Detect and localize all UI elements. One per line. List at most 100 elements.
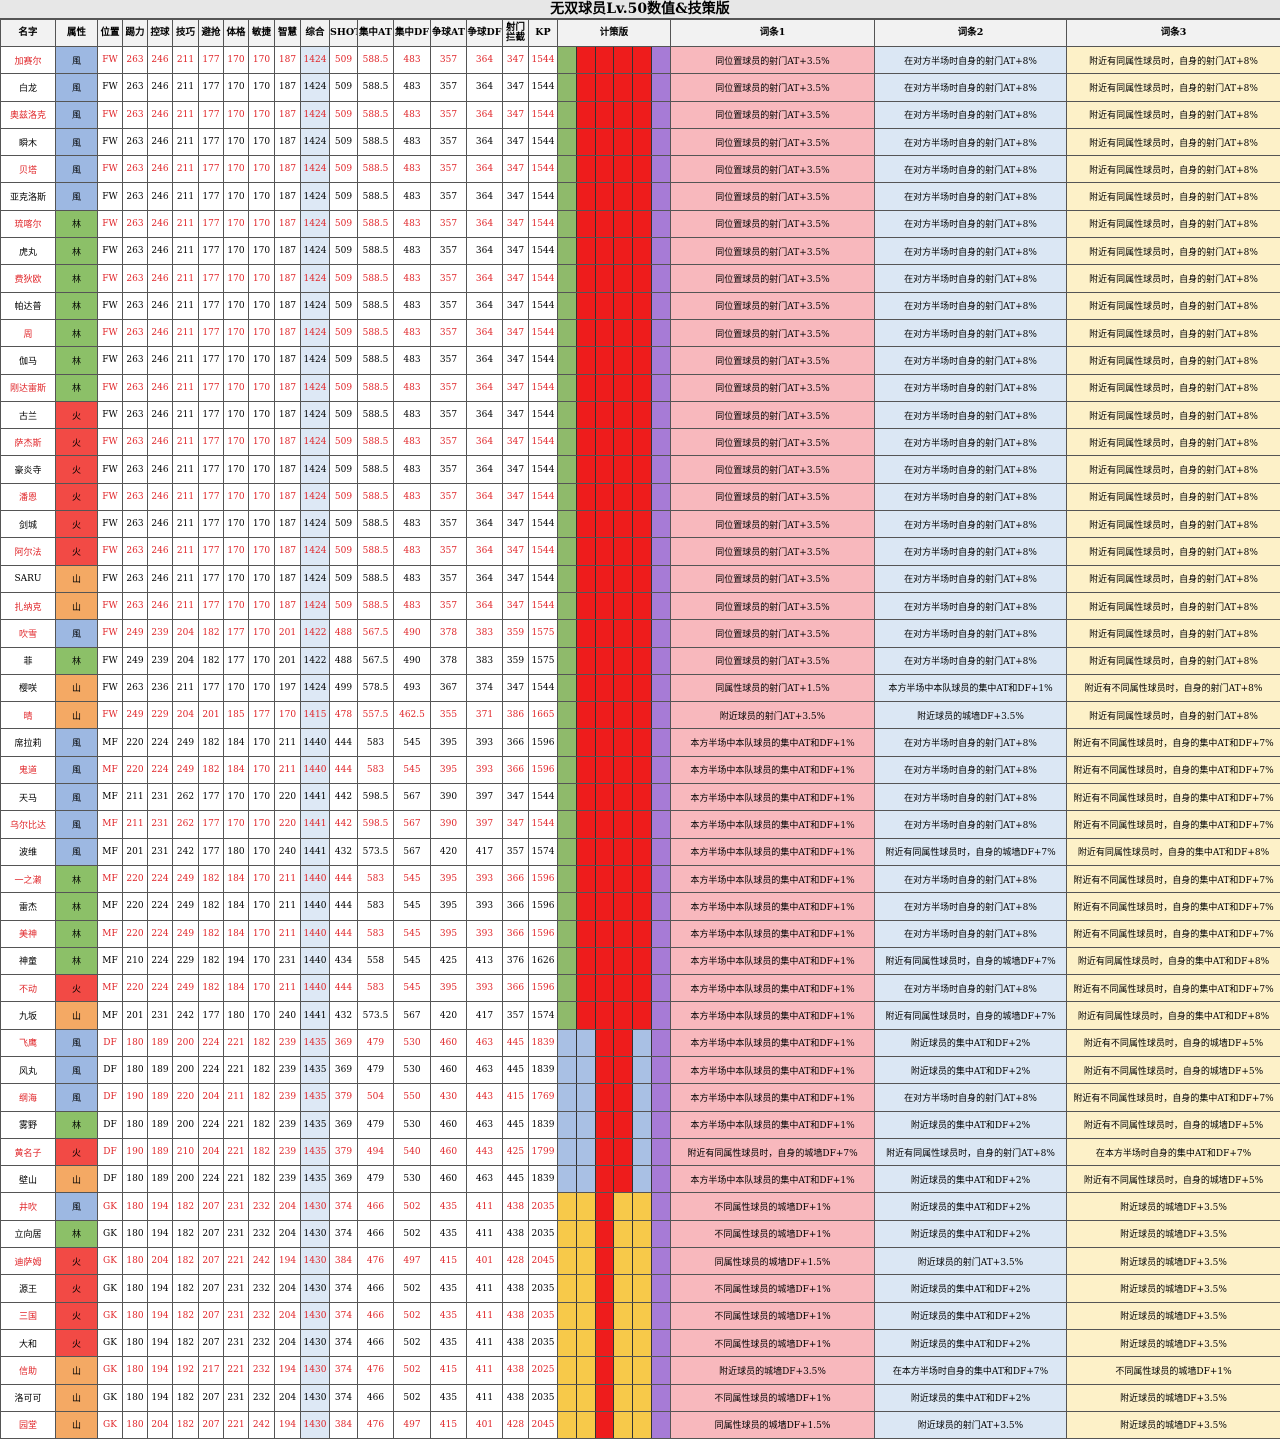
board-cell bbox=[576, 1248, 596, 1274]
skill-text: 附近有同属性球员时，自身的射门AT+8% bbox=[1066, 373, 1280, 402]
stat-value: 177 bbox=[223, 646, 249, 675]
stat-value: 364 bbox=[466, 482, 503, 512]
board-cell bbox=[576, 1330, 596, 1356]
stat-value: 177 bbox=[198, 127, 224, 157]
stat-value: 476 bbox=[357, 1410, 394, 1440]
skill-text: 附近有不同属性球员时，自身的集中AT和DF+7% bbox=[1066, 783, 1280, 812]
skill-text: 本方半场中本队球员的集中AT和DF+1% bbox=[874, 673, 1067, 703]
board-cell bbox=[595, 648, 615, 674]
stat-value: 170 bbox=[248, 864, 275, 894]
skill-text: 在对方半场时自身的射门AT+8% bbox=[874, 728, 1067, 757]
stat-value: 588.5 bbox=[357, 510, 394, 539]
stat-value: 180 bbox=[223, 837, 249, 866]
tactic-board bbox=[557, 619, 671, 648]
board-cell bbox=[652, 1112, 670, 1138]
stat-value: 263 bbox=[122, 100, 148, 129]
skill-text: 同位置球员的射门AT+3.5% bbox=[670, 100, 875, 129]
player-row: 鬼道風 MF 220 224 249 182 184 170 211 1440 444 583 545 3… bbox=[0, 755, 1280, 785]
stat-value: 483 bbox=[393, 291, 431, 320]
board-cell bbox=[652, 1330, 670, 1356]
stat-value: 490 bbox=[393, 646, 431, 675]
position: DF bbox=[97, 1083, 123, 1112]
stat-value: 567 bbox=[393, 810, 431, 839]
stat-value: 1424 bbox=[300, 591, 330, 621]
skill-text: 不同属性球员的城墙DF+1% bbox=[670, 1192, 875, 1221]
stat-value: 231 bbox=[223, 1328, 249, 1358]
board-cell bbox=[595, 238, 615, 264]
tactic-board bbox=[557, 1301, 671, 1330]
stat-value: 180 bbox=[122, 1410, 148, 1440]
stat-value: 239 bbox=[147, 619, 173, 648]
tactic-board bbox=[557, 455, 671, 484]
stat-value: 438 bbox=[502, 1192, 529, 1221]
board-grid bbox=[558, 784, 670, 810]
board-grid bbox=[558, 74, 670, 101]
stat-value: 1435 bbox=[300, 1110, 330, 1139]
stat-value: 211 bbox=[172, 237, 199, 266]
stat-value: 189 bbox=[147, 1028, 173, 1057]
tactic-board bbox=[557, 837, 671, 866]
board-cell bbox=[652, 620, 670, 647]
skill-text: 同属性球员的城墙DF+1.5% bbox=[670, 1410, 875, 1440]
board-cell bbox=[652, 183, 670, 210]
stat-value: 211 bbox=[172, 45, 199, 75]
tactic-board bbox=[557, 892, 671, 921]
stat-value: 588.5 bbox=[357, 155, 394, 184]
table-body: 加赛尔風 FW 263 246 211 177 170 170 187 1424 509 588.5 4… bbox=[0, 45, 1280, 1440]
attribute: 山 bbox=[55, 591, 98, 621]
board-cell bbox=[633, 484, 653, 510]
stat-value: 347 bbox=[502, 73, 529, 102]
player-row: 费狄欧林 FW 263 246 211 177 170 170 187 1424 509 588.5 4… bbox=[0, 264, 1280, 293]
stat-value: 194 bbox=[147, 1383, 173, 1412]
tactic-board bbox=[557, 127, 671, 157]
board-cell bbox=[558, 1303, 577, 1329]
stat-value: 1626 bbox=[528, 946, 558, 976]
stat-value: 194 bbox=[147, 1219, 173, 1249]
board-grid bbox=[558, 402, 670, 428]
stat-value: 170 bbox=[248, 182, 275, 211]
board-cell bbox=[652, 429, 670, 455]
skill-text: 不同属性球员的城墙DF+1% bbox=[1066, 1356, 1280, 1385]
stat-value: 187 bbox=[274, 537, 301, 566]
page-title: 无双球员Lv.50数值&技策版 bbox=[0, 0, 1280, 19]
player-row: 潘恩火 FW 263 246 211 177 170 170 187 1424 509 588.5 48… bbox=[0, 482, 1280, 512]
board-cell bbox=[576, 1112, 596, 1138]
board-cell bbox=[576, 47, 596, 73]
board-cell bbox=[614, 74, 634, 101]
stat-value: 204 bbox=[198, 1083, 224, 1112]
board-grid bbox=[558, 975, 670, 1001]
stat-value: 210 bbox=[122, 946, 148, 976]
stat-value: 177 bbox=[198, 291, 224, 320]
stat-value: 367 bbox=[430, 673, 467, 703]
board-grid bbox=[558, 1139, 670, 1165]
player-name: 虎丸 bbox=[0, 237, 56, 266]
stat-value: 177 bbox=[198, 346, 224, 375]
stat-value: 393 bbox=[466, 919, 503, 948]
stat-value: 246 bbox=[147, 100, 173, 129]
stat-value: 1424 bbox=[300, 209, 330, 239]
stat-value: 364 bbox=[466, 237, 503, 266]
position: GK bbox=[97, 1192, 123, 1221]
board-cell bbox=[633, 1057, 653, 1083]
board-grid bbox=[558, 566, 670, 592]
stat-value: 201 bbox=[122, 837, 148, 866]
stat-value: 460 bbox=[430, 1055, 467, 1085]
tactic-board bbox=[557, 1083, 671, 1112]
stat-value: 483 bbox=[393, 209, 431, 239]
stat-value: 177 bbox=[198, 45, 224, 75]
stat-value: 263 bbox=[122, 564, 148, 593]
stat-value: 224 bbox=[198, 1055, 224, 1085]
stat-value: 170 bbox=[248, 810, 275, 839]
stat-value: 530 bbox=[393, 1055, 431, 1085]
board-cell bbox=[652, 866, 670, 892]
stat-value: 263 bbox=[122, 45, 148, 75]
stat-value: 210 bbox=[172, 1137, 199, 1167]
board-cell bbox=[614, 1412, 634, 1438]
board-cell bbox=[576, 729, 596, 756]
skill-text: 附近有不同属性球员时，自身的集中AT和DF+7% bbox=[1066, 892, 1280, 921]
stat-value: 1424 bbox=[300, 45, 330, 75]
board-cell bbox=[614, 675, 634, 701]
player-name: 飞鹰 bbox=[0, 1028, 56, 1057]
skill-text: 同位置球员的射门AT+3.5% bbox=[670, 209, 875, 239]
stat-value: 224 bbox=[147, 728, 173, 757]
